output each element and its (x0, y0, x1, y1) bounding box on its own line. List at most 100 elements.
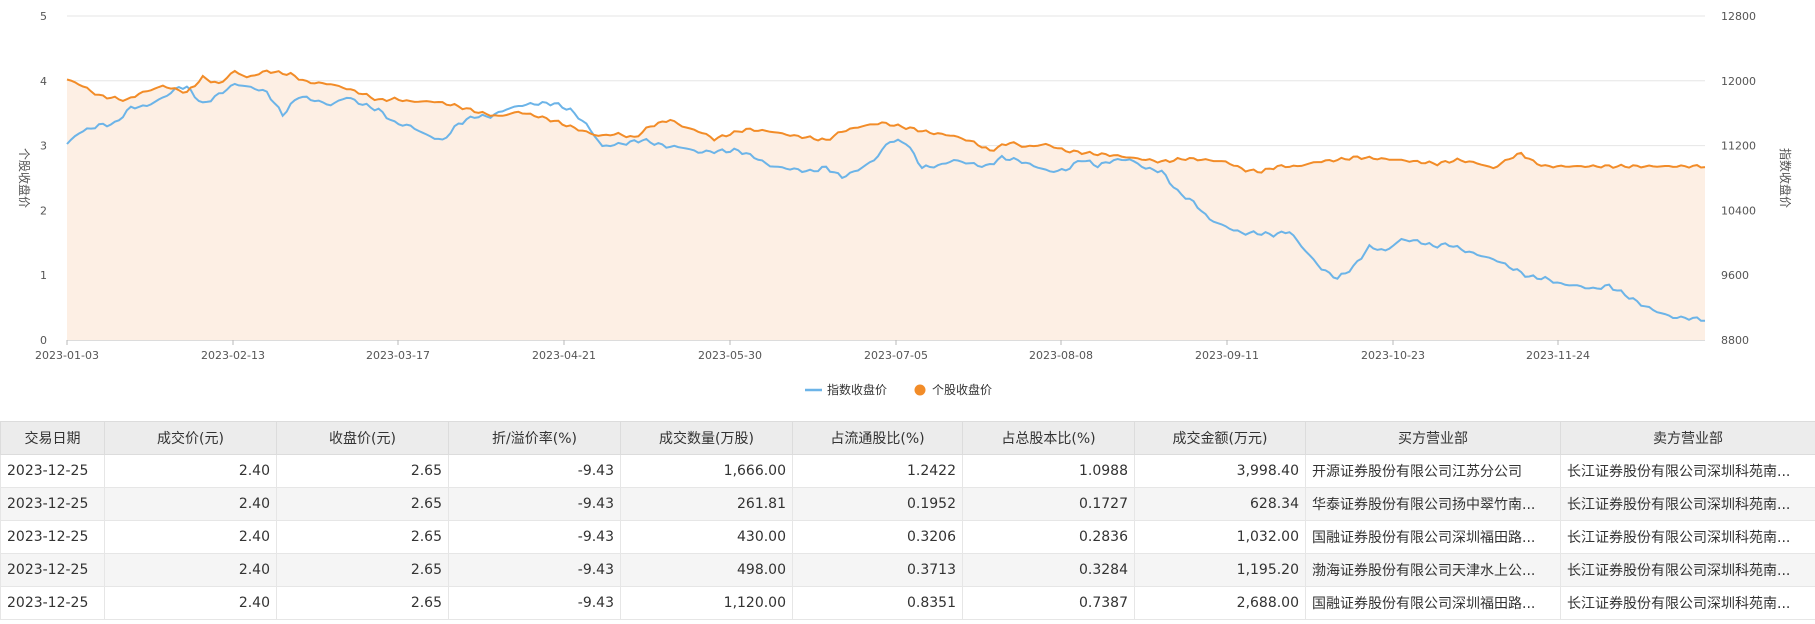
y-right-tick-label: 11200 (1721, 140, 1756, 153)
cell-buyer: 华泰证券股份有限公司扬中翠竹南... (1305, 487, 1561, 521)
stock-area-fill (67, 70, 1705, 340)
x-tick-label: 2023-05-30 (698, 349, 762, 362)
cell-date: 2023-12-25 (0, 487, 105, 521)
cell-seller: 长江证券股份有限公司深圳科苑南... (1560, 520, 1815, 554)
y-right-tick-label: 8800 (1721, 334, 1749, 347)
cell-date: 2023-12-25 (0, 454, 105, 488)
cell-volume: 430.00 (620, 520, 793, 554)
x-tick-label: 2023-04-21 (532, 349, 596, 362)
cell-amount: 1,032.00 (1134, 520, 1306, 554)
table-header-row: 交易日期 成交价(元) 收盘价(元) 折/溢价率(%) 成交数量(万股) 占流通… (0, 421, 1815, 455)
y-right-tick-label: 12800 (1721, 10, 1756, 23)
cell-seller: 长江证券股份有限公司深圳科苑南... (1560, 586, 1815, 620)
cell-close-price: 2.65 (276, 553, 449, 587)
cell-buyer: 渤海证券股份有限公司天津水上公... (1305, 553, 1561, 587)
cell-date: 2023-12-25 (0, 586, 105, 620)
cell-premium-rate: -9.43 (448, 553, 621, 587)
block-trade-table: 交易日期 成交价(元) 收盘价(元) 折/溢价率(%) 成交数量(万股) 占流通… (0, 421, 1815, 620)
header-close-price[interactable]: 收盘价(元) (276, 421, 449, 455)
header-premium-rate[interactable]: 折/溢价率(%) (448, 421, 621, 455)
cell-seller: 长江证券股份有限公司深圳科苑南... (1560, 454, 1815, 488)
table-row: 2023-12-25 2.40 2.65 -9.43 261.81 0.1952… (0, 487, 1815, 521)
header-trade-date[interactable]: 交易日期 (0, 421, 105, 455)
cell-volume: 261.81 (620, 487, 793, 521)
cell-volume: 1,666.00 (620, 454, 793, 488)
header-volume[interactable]: 成交数量(万股) (620, 421, 793, 455)
cell-total-ratio: 1.0988 (962, 454, 1135, 488)
header-amount[interactable]: 成交金额(万元) (1134, 421, 1306, 455)
legend-stock-label: 个股收盘价 (932, 382, 992, 397)
cell-buyer: 开源证券股份有限公司江苏分公司 (1305, 454, 1561, 488)
header-seller[interactable]: 卖方营业部 (1560, 421, 1815, 455)
cell-total-ratio: 0.3284 (962, 553, 1135, 587)
y-left-axis-title: 个股收盘价 (17, 148, 32, 208)
index-series-line (66, 82, 1706, 322)
cell-close-price: 2.65 (276, 454, 449, 488)
header-float-ratio[interactable]: 占流通股比(%) (792, 421, 963, 455)
header-buyer[interactable]: 买方营业部 (1305, 421, 1561, 455)
cell-close-price: 2.65 (276, 520, 449, 554)
y-right-tick-label: 9600 (1721, 269, 1749, 282)
y-left-tick-label: 2 (40, 204, 47, 217)
legend-index-label: 指数收盘价 (827, 382, 887, 397)
cell-amount: 2,688.00 (1134, 586, 1306, 620)
cell-trade-price: 2.40 (104, 487, 277, 521)
cell-amount: 628.34 (1134, 487, 1306, 521)
cell-seller: 长江证券股份有限公司深圳科苑南... (1560, 553, 1815, 587)
cell-total-ratio: 0.2836 (962, 520, 1135, 554)
cell-total-ratio: 0.1727 (962, 487, 1135, 521)
y-right-axis-title: 指数收盘价 (1778, 148, 1793, 208)
y-left-tick-label: 0 (40, 334, 47, 347)
data-table: 交易日期 成交价(元) 收盘价(元) 折/溢价率(%) 成交数量(万股) 占流通… (0, 421, 1815, 620)
cell-amount: 1,195.20 (1134, 553, 1306, 587)
table-row: 2023-12-25 2.40 2.65 -9.43 498.00 0.3713… (0, 553, 1815, 587)
header-total-ratio[interactable]: 占总股本比(%) (962, 421, 1135, 455)
cell-float-ratio: 0.1952 (792, 487, 963, 521)
cell-close-price: 2.65 (276, 586, 449, 620)
cell-volume: 498.00 (620, 553, 793, 587)
table-row: 2023-12-25 2.40 2.65 -9.43 430.00 0.3206… (0, 520, 1815, 554)
cell-total-ratio: 0.7387 (962, 586, 1135, 620)
x-tick-label: 2023-03-17 (366, 349, 430, 362)
x-tick-label: 2023-07-05 (864, 349, 928, 362)
x-tick-label: 2023-08-08 (1029, 349, 1093, 362)
x-tick-label: 2023-02-13 (201, 349, 265, 362)
cell-date: 2023-12-25 (0, 520, 105, 554)
cell-float-ratio: 1.2422 (792, 454, 963, 488)
chart-svg: 0 1 2 3 4 5 8800 9600 10400 11200 12000 12800 2023-0… (17, 10, 1793, 397)
table-row: 2023-12-25 2.40 2.65 -9.43 1,666.00 1.24… (0, 454, 1815, 488)
cell-date: 2023-12-25 (0, 553, 105, 587)
cell-float-ratio: 0.3206 (792, 520, 963, 554)
price-chart: 0 1 2 3 4 5 8800 9600 10400 11200 12000 12800 2023-0… (17, 10, 1793, 397)
cell-premium-rate: -9.43 (448, 454, 621, 488)
cell-buyer: 国融证券股份有限公司深圳福田路... (1305, 520, 1561, 554)
cell-seller: 长江证券股份有限公司深圳科苑南... (1560, 487, 1815, 521)
y-right-tick-label: 10400 (1721, 204, 1756, 217)
cell-premium-rate: -9.43 (448, 586, 621, 620)
cell-close-price: 2.65 (276, 487, 449, 521)
y-left-tick-label: 4 (40, 75, 47, 88)
x-tick-label: 2023-11-24 (1526, 349, 1590, 362)
cell-buyer: 国融证券股份有限公司深圳福田路... (1305, 586, 1561, 620)
y-left-tick-label: 1 (40, 269, 47, 282)
y-left-tick-label: 3 (40, 140, 47, 153)
x-tick-label: 2023-09-11 (1195, 349, 1259, 362)
x-tick-label: 2023-01-03 (35, 349, 99, 362)
legend-stock-swatch (914, 384, 926, 396)
y-right-tick-label: 12000 (1721, 75, 1756, 88)
cell-trade-price: 2.40 (104, 553, 277, 587)
cell-float-ratio: 0.3713 (792, 553, 963, 587)
cell-volume: 1,120.00 (620, 586, 793, 620)
cell-premium-rate: -9.43 (448, 520, 621, 554)
cell-float-ratio: 0.8351 (792, 586, 963, 620)
y-left-tick-label: 5 (40, 10, 47, 23)
cell-amount: 3,998.40 (1134, 454, 1306, 488)
cell-trade-price: 2.40 (104, 520, 277, 554)
cell-premium-rate: -9.43 (448, 487, 621, 521)
cell-trade-price: 2.40 (104, 454, 277, 488)
header-trade-price[interactable]: 成交价(元) (104, 421, 277, 455)
table-row: 2023-12-25 2.40 2.65 -9.43 1,120.00 0.83… (0, 586, 1815, 620)
x-tick-label: 2023-10-23 (1361, 349, 1425, 362)
cell-trade-price: 2.40 (104, 586, 277, 620)
stock-series-line (66, 69, 1706, 174)
